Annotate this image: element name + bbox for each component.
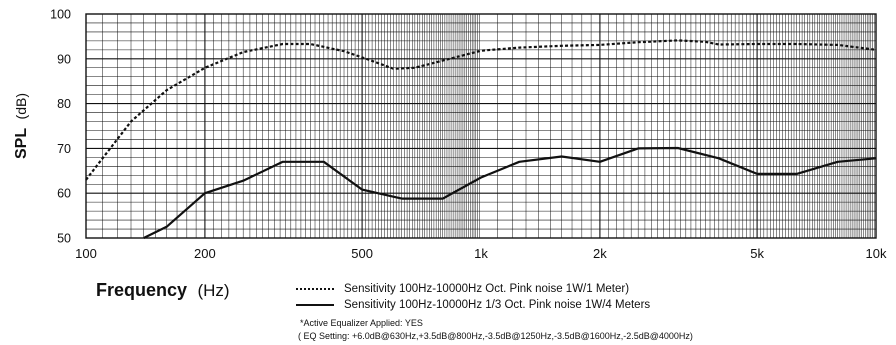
legend-item-solid: Sensitivity 100Hz-10000Hz 1/3 Oct. Pink … bbox=[296, 298, 650, 312]
series-line-solid bbox=[143, 146, 877, 239]
x-axis-label: Frequency (Hz) bbox=[96, 280, 230, 300]
legend-swatch-solid bbox=[296, 304, 334, 306]
y-tick-label: 100 bbox=[50, 8, 71, 22]
x-tick-label: 1k bbox=[474, 246, 488, 261]
eq-setting-note: ( EQ Setting: +6.0dB@630Hz,+3.5dB@800Hz,… bbox=[298, 331, 693, 341]
x-tick-label: 200 bbox=[194, 246, 216, 261]
legend-label-dotted: Sensitivity 100Hz-10000Hz Oct. Pink nois… bbox=[344, 283, 630, 295]
y-axis-ticks: 50 60 70 80 90 100 bbox=[50, 8, 71, 246]
x-axis-ticks: 100 200 500 1k 2k 5k 10k bbox=[75, 246, 887, 261]
x-tick-label: 500 bbox=[351, 246, 373, 261]
y-tick-label: 70 bbox=[57, 142, 71, 156]
eq-applied-note: *Active Equalizer Applied: YES bbox=[300, 318, 423, 328]
plot-frame bbox=[85, 13, 877, 239]
legend-swatch-dotted bbox=[296, 288, 334, 290]
chart-legend: Sensitivity 100Hz-10000Hz Oct. Pink nois… bbox=[296, 282, 696, 312]
y-axis-label: SPL (dB) bbox=[13, 93, 30, 159]
x-tick-label: 5k bbox=[750, 246, 764, 261]
x-axis-label-unit: (Hz) bbox=[197, 281, 229, 300]
y-tick-label: 50 bbox=[57, 232, 71, 246]
x-tick-label: 10k bbox=[866, 246, 887, 261]
y-tick-label: 60 bbox=[57, 187, 71, 201]
series-line-dotted bbox=[85, 39, 877, 181]
x-axis-label-bold: Frequency bbox=[96, 280, 187, 300]
chart-grid bbox=[86, 14, 876, 238]
y-axis-label-bold: SPL bbox=[13, 128, 30, 159]
chart-series bbox=[85, 39, 877, 239]
x-tick-label: 100 bbox=[75, 246, 97, 261]
legend-item-dotted: Sensitivity 100Hz-10000Hz Oct. Pink nois… bbox=[296, 282, 629, 296]
y-tick-label: 80 bbox=[57, 97, 71, 111]
legend-label-solid: Sensitivity 100Hz-10000Hz 1/3 Oct. Pink … bbox=[344, 299, 651, 311]
y-tick-label: 90 bbox=[57, 52, 71, 66]
y-axis-label-unit: (dB) bbox=[13, 93, 29, 119]
x-tick-label: 2k bbox=[593, 246, 607, 261]
